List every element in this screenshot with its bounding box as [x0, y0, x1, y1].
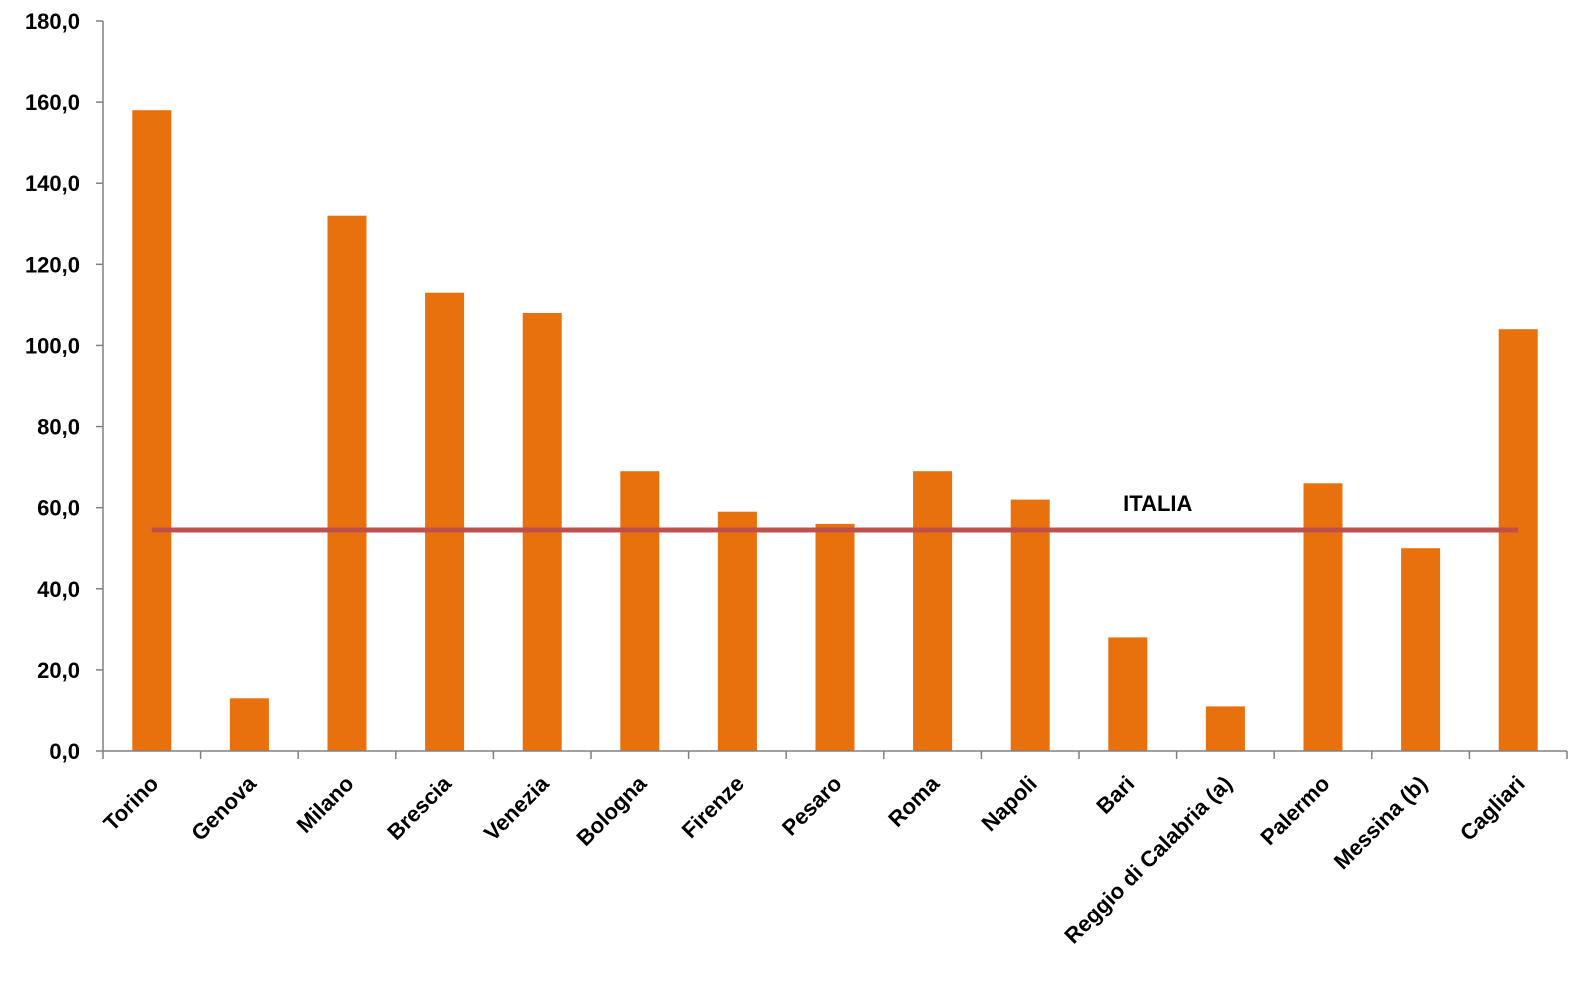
x-category-label: Roma — [883, 770, 944, 831]
x-category-label: Reggio di Calabria (a) — [1059, 771, 1237, 949]
bar-napoli — [1010, 499, 1050, 751]
y-tick-label: 100,0 — [25, 333, 80, 358]
y-tick-label: 80,0 — [37, 415, 80, 440]
x-category-label: Napoli — [977, 771, 1042, 836]
axes-group — [102, 21, 1567, 752]
y-tick-label: 140,0 — [25, 171, 80, 196]
y-tick-label: 180,0 — [25, 9, 80, 34]
bar-palermo — [1303, 483, 1343, 751]
x-category-label: Pesaro — [777, 771, 847, 841]
y-axis-ticks: 0,0 20,0 40,0 60,0 80,0 100,0 120,0 140,0 160,0 1… — [25, 9, 103, 764]
bar-genova — [229, 698, 269, 751]
x-category-label: Venezia — [479, 770, 554, 845]
bar-roma — [913, 471, 953, 751]
x-category-label: Palermo — [1255, 771, 1334, 850]
y-tick-label: 120,0 — [25, 252, 80, 277]
bar-brescia — [425, 292, 465, 751]
reference-line-group: ITALIA — [151, 491, 1519, 533]
x-category-label: Milano — [292, 771, 359, 838]
italia-reference-label: ITALIA — [1123, 491, 1192, 516]
bar-messina-b — [1401, 548, 1441, 751]
x-category-label: Brescia — [382, 770, 456, 844]
bars-group — [132, 110, 1538, 751]
x-category-label: Bari — [1091, 771, 1139, 819]
x-category-label: Torino — [98, 771, 163, 836]
y-tick-label: 0,0 — [49, 739, 80, 764]
bar-bari — [1108, 637, 1148, 751]
y-tick-label: 160,0 — [25, 90, 80, 115]
bar-reggio-di-calabria-a — [1205, 706, 1245, 751]
y-tick-label: 60,0 — [37, 496, 80, 521]
y-tick-label: 20,0 — [37, 658, 80, 683]
y-tick-label: 40,0 — [37, 577, 80, 602]
bar-cagliari — [1498, 329, 1538, 751]
x-axis-ticks: Torino Genova Milano Brescia Venezia Bologna F… — [98, 751, 1568, 949]
bar-bologna — [620, 471, 660, 751]
x-category-label: Genova — [186, 770, 261, 845]
bar-torino — [132, 110, 172, 751]
x-category-label: Messina (b) — [1329, 771, 1432, 874]
x-category-label: Bologna — [571, 770, 651, 850]
bar-pesaro — [815, 523, 855, 751]
bar-firenze — [717, 511, 757, 751]
x-category-label: Firenze — [677, 771, 749, 843]
x-category-label: Cagliari — [1455, 771, 1530, 846]
bar-milano — [327, 215, 367, 751]
